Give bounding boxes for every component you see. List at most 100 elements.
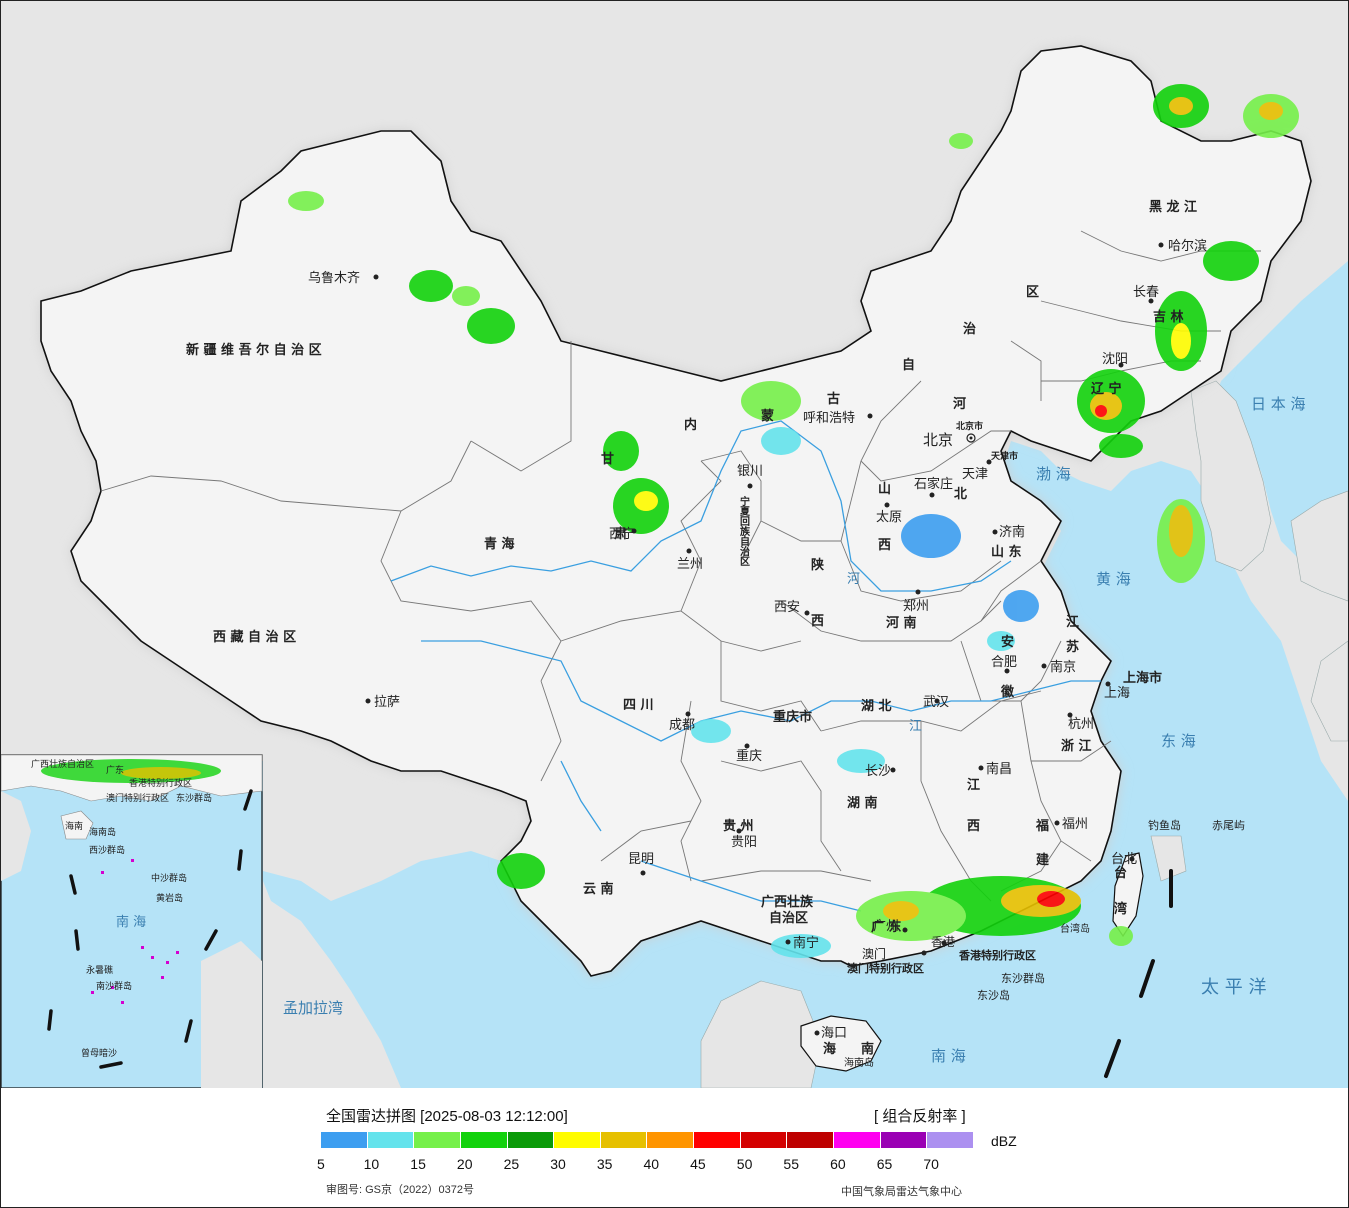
region-label: 西 [878,538,891,553]
city-label: 呼和浩特 [803,411,855,426]
region-label: 治 [963,321,976,337]
city-labels: 乌鲁木齐 拉萨 西宁 兰州 银川 呼和浩特 北京 天津 石家庄 太原 济南 郑州… [308,238,1207,1041]
region-label: 古 [827,391,840,407]
color-swatch [507,1132,555,1148]
taiwan-island [1112,852,1144,938]
city-label: 银川 [737,464,763,479]
china-mainland [40,45,1312,977]
rivers [390,420,1101,912]
nine-dash-line [1104,869,1173,1078]
south-china-sea-inset [1,754,263,1088]
city-label: 昆明 [628,852,654,867]
sea-labels: 日 本 海 渤 海 黄 海 东 海 南 海 太 平 洋 孟加拉湾 江 河 [283,395,1306,1065]
scale-tick-label: 30 [550,1156,566,1172]
color-scale-bar [321,1132,974,1148]
inset-label: 广东 [106,764,124,776]
scale-tick-label: 15 [410,1156,426,1172]
scale-tick-label: 10 [363,1156,380,1172]
color-scale-ticks: 5 10 15 20 25 30 35 40 45 50 55 60 65 70 [309,1156,949,1172]
sea-label: 东 海 [1161,732,1196,750]
legend-panel: 全国雷达拼图 [2025-08-03 12:12:00] [ 组合反射率 ] d… [1,1089,1348,1207]
sea-label: 江 [909,719,922,734]
region-label: 贵 州 [723,818,754,834]
color-swatch [554,1132,601,1148]
inset-label: 海南 [65,820,83,832]
region-label: 上海市 [1123,670,1162,686]
scale-tick-label: 60 [830,1156,846,1172]
sea-label: 孟加拉湾 [283,999,343,1017]
approval-number: 审图号: GS京（2022）0372号 [326,1184,474,1196]
region-label: 湾 [1114,901,1127,917]
region-label: 广西壮族 [761,894,814,910]
region-label: 澳门特别行政区 [847,961,924,975]
inset-labels: 广西壮族自治区 广东 香港特别行政区 澳门特别行政区 东沙群岛 海南 海南岛 西… [31,758,212,1059]
inset-label: 香港特别行政区 [129,777,192,789]
scale-tick-label: 35 [596,1156,613,1172]
inset-label: 广西壮族自治区 [31,758,94,770]
city-label: 南京 [1050,659,1076,675]
region-label: 山 [878,481,891,497]
region-label: 青 海 [484,536,515,552]
region-label: 江 [967,777,980,793]
inset-label: 黄岩岛 [156,892,183,904]
region-label: 安 [1001,634,1014,650]
foreign-neighbors [700,380,1348,1088]
region-label: 陕 [811,557,825,573]
city-label: 台北 [1111,852,1137,867]
region-label: 北 [954,487,967,502]
city-label: 石家庄 [914,476,953,492]
color-swatch [927,1132,974,1148]
scale-tick-label: 55 [783,1156,799,1172]
region-label: 云 南 [583,881,614,897]
region-label: 广 东 [871,919,902,935]
inset-label: 曾母暗沙 [81,1047,117,1059]
region-label: 河 南 [886,615,917,631]
inset-label: 南沙群岛 [96,980,132,992]
city-label: 哈尔滨 [1168,238,1207,254]
region-label: 自治区 [769,910,808,926]
inset-label: 澳门特别行政区 [106,792,169,804]
region-label: 区 [1026,285,1039,300]
city-label: 杭州 [1068,717,1094,732]
city-label: 西安 [774,600,800,615]
city-label: 福州 [1062,817,1088,832]
region-label: 新 疆 维 吾 尔 自 治 区 [186,342,322,358]
region-label: 东沙群岛 [1001,971,1045,985]
region-label: 海南岛 [844,1056,874,1069]
sea-label: 太 平 洋 [1201,977,1266,998]
inset-label: 永暑礁 [86,964,113,976]
color-swatch [321,1132,368,1148]
city-label: 广州 [873,919,899,934]
region-label: 辽 宁 [1091,381,1122,397]
color-swatch [787,1132,835,1148]
city-label: 贵阳 [731,835,757,850]
inset-label: 海南岛 [89,826,116,838]
color-swatch [647,1132,695,1148]
region-label: 河 [953,396,966,412]
city-label: 长春 [1133,285,1159,300]
region-label: 北京市 [956,420,983,432]
color-swatch [414,1132,461,1148]
region-label: 四 川 [623,698,654,713]
region-label: 建 [1036,852,1049,868]
color-swatch [367,1132,415,1148]
color-swatch [880,1132,928,1148]
scale-tick-label: 65 [876,1156,893,1172]
city-label: 成都 [669,718,695,733]
region-label: 山 东 [991,544,1022,560]
city-label: 太原 [876,510,902,525]
city-label: 香港 [931,935,955,949]
city-label: 合肥 [991,655,1017,670]
city-label: 重庆 [736,748,762,764]
sea-label: 黄 海 [1096,570,1131,588]
region-label: 湖 南 [847,795,878,811]
product-type: [ 组合反射率 ] [874,1108,966,1125]
scale-tick-label: 40 [643,1156,660,1172]
region-label: 湖 北 [861,699,892,714]
inset-label: 东沙群岛 [176,792,212,804]
city-label: 上海 [1104,686,1130,701]
scale-tick-label: 25 [503,1156,520,1172]
region-label: 海 [823,1041,836,1057]
city-label: 天津 [962,467,988,482]
